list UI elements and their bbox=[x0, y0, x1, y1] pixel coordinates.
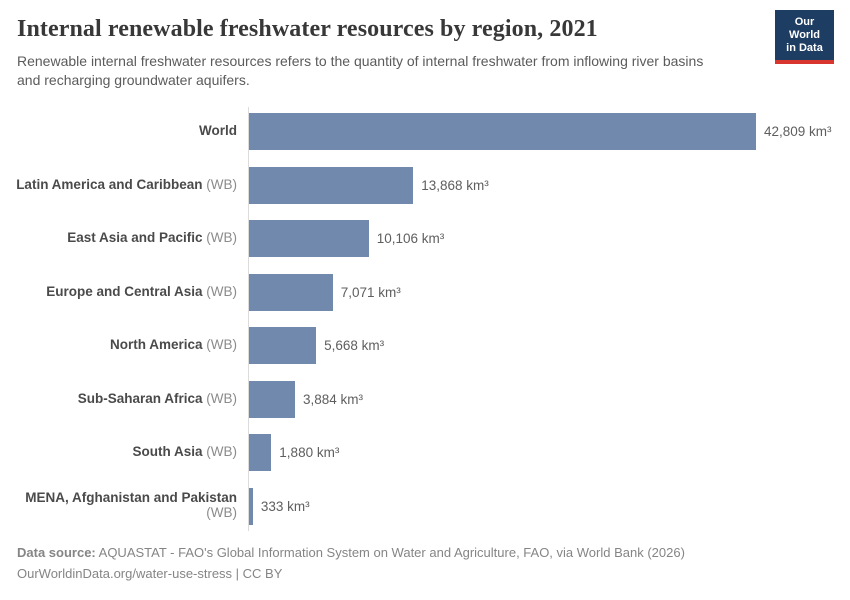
value-label: 5,668 km³ bbox=[324, 338, 385, 354]
bar-area: 3,884 km³ bbox=[243, 380, 850, 418]
category-name: North America bbox=[109, 337, 203, 353]
license-line: OurWorldinData.org/water-use-stress | CC… bbox=[17, 566, 283, 581]
category-name: MENA, Afghanistan and Pakistan bbox=[25, 490, 237, 506]
category-name: World bbox=[199, 123, 237, 139]
data-source-text: AQUASTAT - FAO's Global Information Syst… bbox=[95, 545, 685, 560]
category-label: North America (WB) bbox=[0, 337, 243, 353]
value-label: 333 km³ bbox=[260, 498, 310, 514]
category-name: Europe and Central Asia bbox=[46, 283, 203, 299]
bar-area: 13,868 km³ bbox=[243, 166, 850, 204]
bar-area: 1,880 km³ bbox=[243, 434, 850, 472]
bar-row-south-asia: South Asia (WB) 1,880 km³ bbox=[0, 426, 850, 480]
bar-row-mena: MENA, Afghanistan and Pakistan (WB) 333 … bbox=[0, 480, 850, 534]
category-label: East Asia and Pacific (WB) bbox=[0, 230, 243, 246]
category-name: Latin America and Caribbean bbox=[16, 176, 203, 192]
bar-latin-america[interactable] bbox=[249, 166, 414, 204]
bar-area: 10,106 km³ bbox=[243, 220, 850, 258]
value-label: 10,106 km³ bbox=[376, 231, 445, 247]
category-label: Latin America and Caribbean (WB) bbox=[0, 176, 243, 193]
category-tag: (WB) bbox=[202, 176, 237, 192]
bar-row-north-america: North America (WB) 5,668 km³ bbox=[0, 319, 850, 373]
bar-row-world: World 42,809 km³ bbox=[0, 105, 850, 159]
bar-area: 7,071 km³ bbox=[243, 273, 850, 311]
category-tag: (WB) bbox=[202, 337, 237, 353]
bar-east-asia[interactable] bbox=[249, 220, 369, 258]
bar-europe-central-asia[interactable] bbox=[249, 273, 333, 311]
category-tag: (WB) bbox=[202, 283, 237, 299]
chart-footer: Data source: AQUASTAT - FAO's Global Inf… bbox=[17, 542, 833, 584]
category-label: South Asia (WB) bbox=[0, 444, 243, 460]
category-tag: (WB) bbox=[202, 444, 237, 460]
bar-row-europe-central-asia: Europe and Central Asia (WB) 7,071 km³ bbox=[0, 266, 850, 320]
bar-area: 42,809 km³ bbox=[243, 113, 850, 151]
category-tag: (WB) bbox=[206, 505, 237, 521]
chart-header: Internal renewable freshwater resources … bbox=[0, 0, 850, 91]
value-label: 3,884 km³ bbox=[303, 391, 364, 407]
category-name: South Asia bbox=[132, 444, 203, 460]
value-label: 1,880 km³ bbox=[279, 445, 340, 461]
owid-logo-line2: in Data bbox=[786, 41, 823, 54]
bar-world[interactable] bbox=[249, 113, 756, 151]
owid-logo: Our World in Data bbox=[775, 10, 834, 64]
bar-chart-plot: World 42,809 km³ Latin America and Carib… bbox=[0, 105, 850, 533]
data-source-label: Data source: bbox=[17, 545, 96, 560]
bar-area: 5,668 km³ bbox=[243, 327, 850, 365]
category-tag: (WB) bbox=[202, 390, 237, 406]
bar-sub-saharan-africa[interactable] bbox=[249, 380, 295, 418]
category-name: Sub-Saharan Africa bbox=[77, 390, 203, 406]
data-source-line: Data source: AQUASTAT - FAO's Global Inf… bbox=[17, 542, 833, 563]
category-label: Sub-Saharan Africa (WB) bbox=[0, 390, 243, 407]
chart-title: Internal renewable freshwater resources … bbox=[17, 16, 598, 42]
category-tag: (WB) bbox=[202, 230, 237, 246]
value-label: 13,868 km³ bbox=[421, 177, 489, 193]
value-label: 7,071 km³ bbox=[340, 284, 401, 300]
category-label: Europe and Central Asia (WB) bbox=[0, 283, 243, 300]
y-axis-line bbox=[248, 107, 249, 531]
bar-mena[interactable] bbox=[249, 487, 253, 525]
category-label: MENA, Afghanistan and Pakistan (WB) bbox=[0, 490, 243, 521]
chart-subtitle: Renewable internal freshwater resources … bbox=[17, 53, 704, 89]
value-label: 42,809 km³ bbox=[764, 124, 832, 140]
bar-area: 333 km³ bbox=[243, 487, 850, 525]
bar-south-asia[interactable] bbox=[249, 434, 272, 472]
category-name: East Asia and Pacific bbox=[67, 230, 203, 246]
bar-row-latin-america: Latin America and Caribbean (WB) 13,868 … bbox=[0, 159, 850, 213]
category-label: World bbox=[0, 123, 243, 139]
owid-logo-line1: Our World bbox=[789, 16, 820, 41]
bar-north-america[interactable] bbox=[249, 327, 317, 365]
bar-row-sub-saharan-africa: Sub-Saharan Africa (WB) 3,884 km³ bbox=[0, 373, 850, 427]
bar-row-east-asia: East Asia and Pacific (WB) 10,106 km³ bbox=[0, 212, 850, 266]
